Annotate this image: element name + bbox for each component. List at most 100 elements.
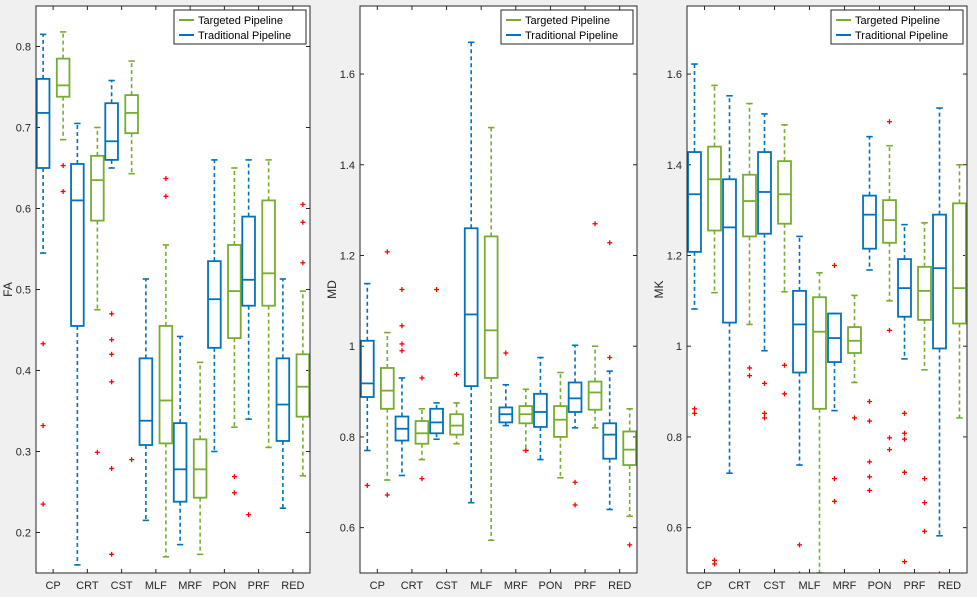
outlier-marker	[300, 260, 306, 266]
outlier-marker	[762, 410, 767, 416]
plot-area	[360, 6, 637, 573]
box-iqr	[932, 213, 947, 350]
panel-mk: 0.6 0.8 1 1.2 1.4 1.6 MK CP CRT CST MLF MRF PON PRF RE…	[652, 5, 968, 592]
box-traditional-pon	[533, 356, 548, 461]
outlier-marker	[399, 323, 405, 329]
outlier-marker	[454, 371, 460, 377]
box-targeted-mrf	[847, 294, 862, 421]
legend-box	[830, 9, 964, 45]
outlier-marker	[434, 287, 440, 292]
y-tick-label: 0.6	[340, 523, 355, 535]
outlier-marker	[922, 476, 927, 482]
box-traditional-crt	[394, 287, 410, 477]
box-traditional-crt	[722, 95, 737, 475]
outlier-marker	[832, 262, 837, 268]
y-axis-label: MD	[325, 280, 339, 299]
outlier-marker	[887, 447, 892, 453]
x-tick-label: CST	[764, 580, 786, 592]
outlier-marker	[399, 341, 405, 347]
y-tick-label: 1.6	[667, 69, 682, 81]
y-axis-label: MK	[652, 281, 666, 299]
plot-area	[687, 6, 967, 573]
box-iqr	[158, 325, 174, 445]
outlier-marker	[109, 351, 115, 357]
x-tick-label: CP	[45, 580, 60, 592]
y-tick-label: 1.6	[340, 69, 355, 81]
box-traditional-mlf	[138, 278, 154, 522]
box-iqr	[449, 413, 464, 436]
series-targeted	[55, 31, 310, 558]
box-traditional-crt	[70, 122, 85, 566]
outlier-marker	[592, 221, 598, 227]
outlier-marker	[523, 448, 529, 454]
box-iqr	[429, 407, 444, 435]
outlier-marker	[300, 201, 306, 207]
box-iqr	[553, 405, 568, 438]
box-targeted-cp	[55, 31, 71, 194]
box-iqr	[90, 154, 105, 222]
box-iqr	[36, 78, 51, 169]
x-tick-label: PRF	[904, 580, 926, 592]
x-tick-label: CST	[111, 580, 133, 592]
box-targeted-cp	[707, 84, 722, 567]
box-iqr	[261, 199, 276, 307]
y-tick-label: 1	[676, 341, 682, 353]
box-targeted-crt	[90, 126, 105, 455]
box-targeted-cp	[380, 249, 395, 498]
outlier-marker	[782, 362, 787, 368]
y-tick-label: 0.7	[16, 123, 31, 135]
legend-box	[500, 9, 634, 45]
box-iqr	[241, 215, 256, 307]
box-iqr	[587, 380, 603, 411]
outlier-marker	[40, 423, 46, 429]
axes-frame	[35, 5, 311, 574]
boxes	[36, 31, 310, 566]
outlier-marker	[867, 399, 872, 405]
box-traditional-pon	[862, 135, 877, 493]
outlier-marker	[607, 355, 613, 361]
outlier-marker	[109, 311, 115, 317]
y-tick-label: 1.2	[340, 250, 355, 262]
outlier-marker	[384, 492, 390, 498]
outlier-marker	[867, 474, 872, 480]
y-tick-label: 1.2	[667, 250, 682, 262]
box-iqr	[124, 94, 139, 135]
x-tick-label: PRF	[574, 580, 596, 592]
y-tick-label: 0.6	[667, 523, 682, 535]
box-iqr	[55, 57, 71, 98]
box-traditional-cst	[429, 287, 444, 440]
box-targeted-red	[952, 163, 967, 419]
x-tick-label: CP	[697, 580, 712, 592]
box-iqr	[533, 392, 548, 428]
panel-fa: 0.2 0.3 0.4 0.5 0.6 0.7 0.8 FA CP CRT CST MLF MRF PON…	[1, 5, 311, 592]
outlier-marker	[782, 391, 787, 397]
outlier-marker	[712, 561, 717, 567]
box-traditional-mrf	[827, 262, 842, 504]
box-targeted-prf	[261, 159, 276, 449]
x-tick-label: PRF	[248, 580, 270, 592]
box-traditional-pon	[207, 159, 222, 453]
box-targeted-prf	[587, 221, 603, 429]
box-traditional-prf	[241, 159, 256, 518]
series-traditional	[687, 63, 947, 573]
outlier-marker	[40, 341, 46, 347]
legend-label: Traditional Pipeline	[525, 30, 618, 42]
outlier-marker	[902, 559, 907, 565]
box-iqr	[172, 422, 188, 503]
outlier-marker	[399, 287, 405, 292]
box-traditional-mlf	[792, 235, 807, 573]
box-targeted-mlf	[158, 176, 174, 558]
box-targeted-pon	[553, 371, 568, 479]
box-traditional-cp	[687, 63, 702, 416]
x-tick-label: MRF	[178, 580, 202, 592]
x-tick-label: RED	[281, 580, 304, 592]
box-targeted-cst	[124, 60, 139, 463]
box-iqr	[275, 357, 291, 442]
box-traditional-prf	[897, 223, 912, 565]
box-traditional-cp	[360, 282, 375, 488]
x-tick-label: MRF	[833, 580, 857, 592]
outlier-marker	[163, 176, 169, 182]
box-traditional-prf	[567, 344, 583, 508]
